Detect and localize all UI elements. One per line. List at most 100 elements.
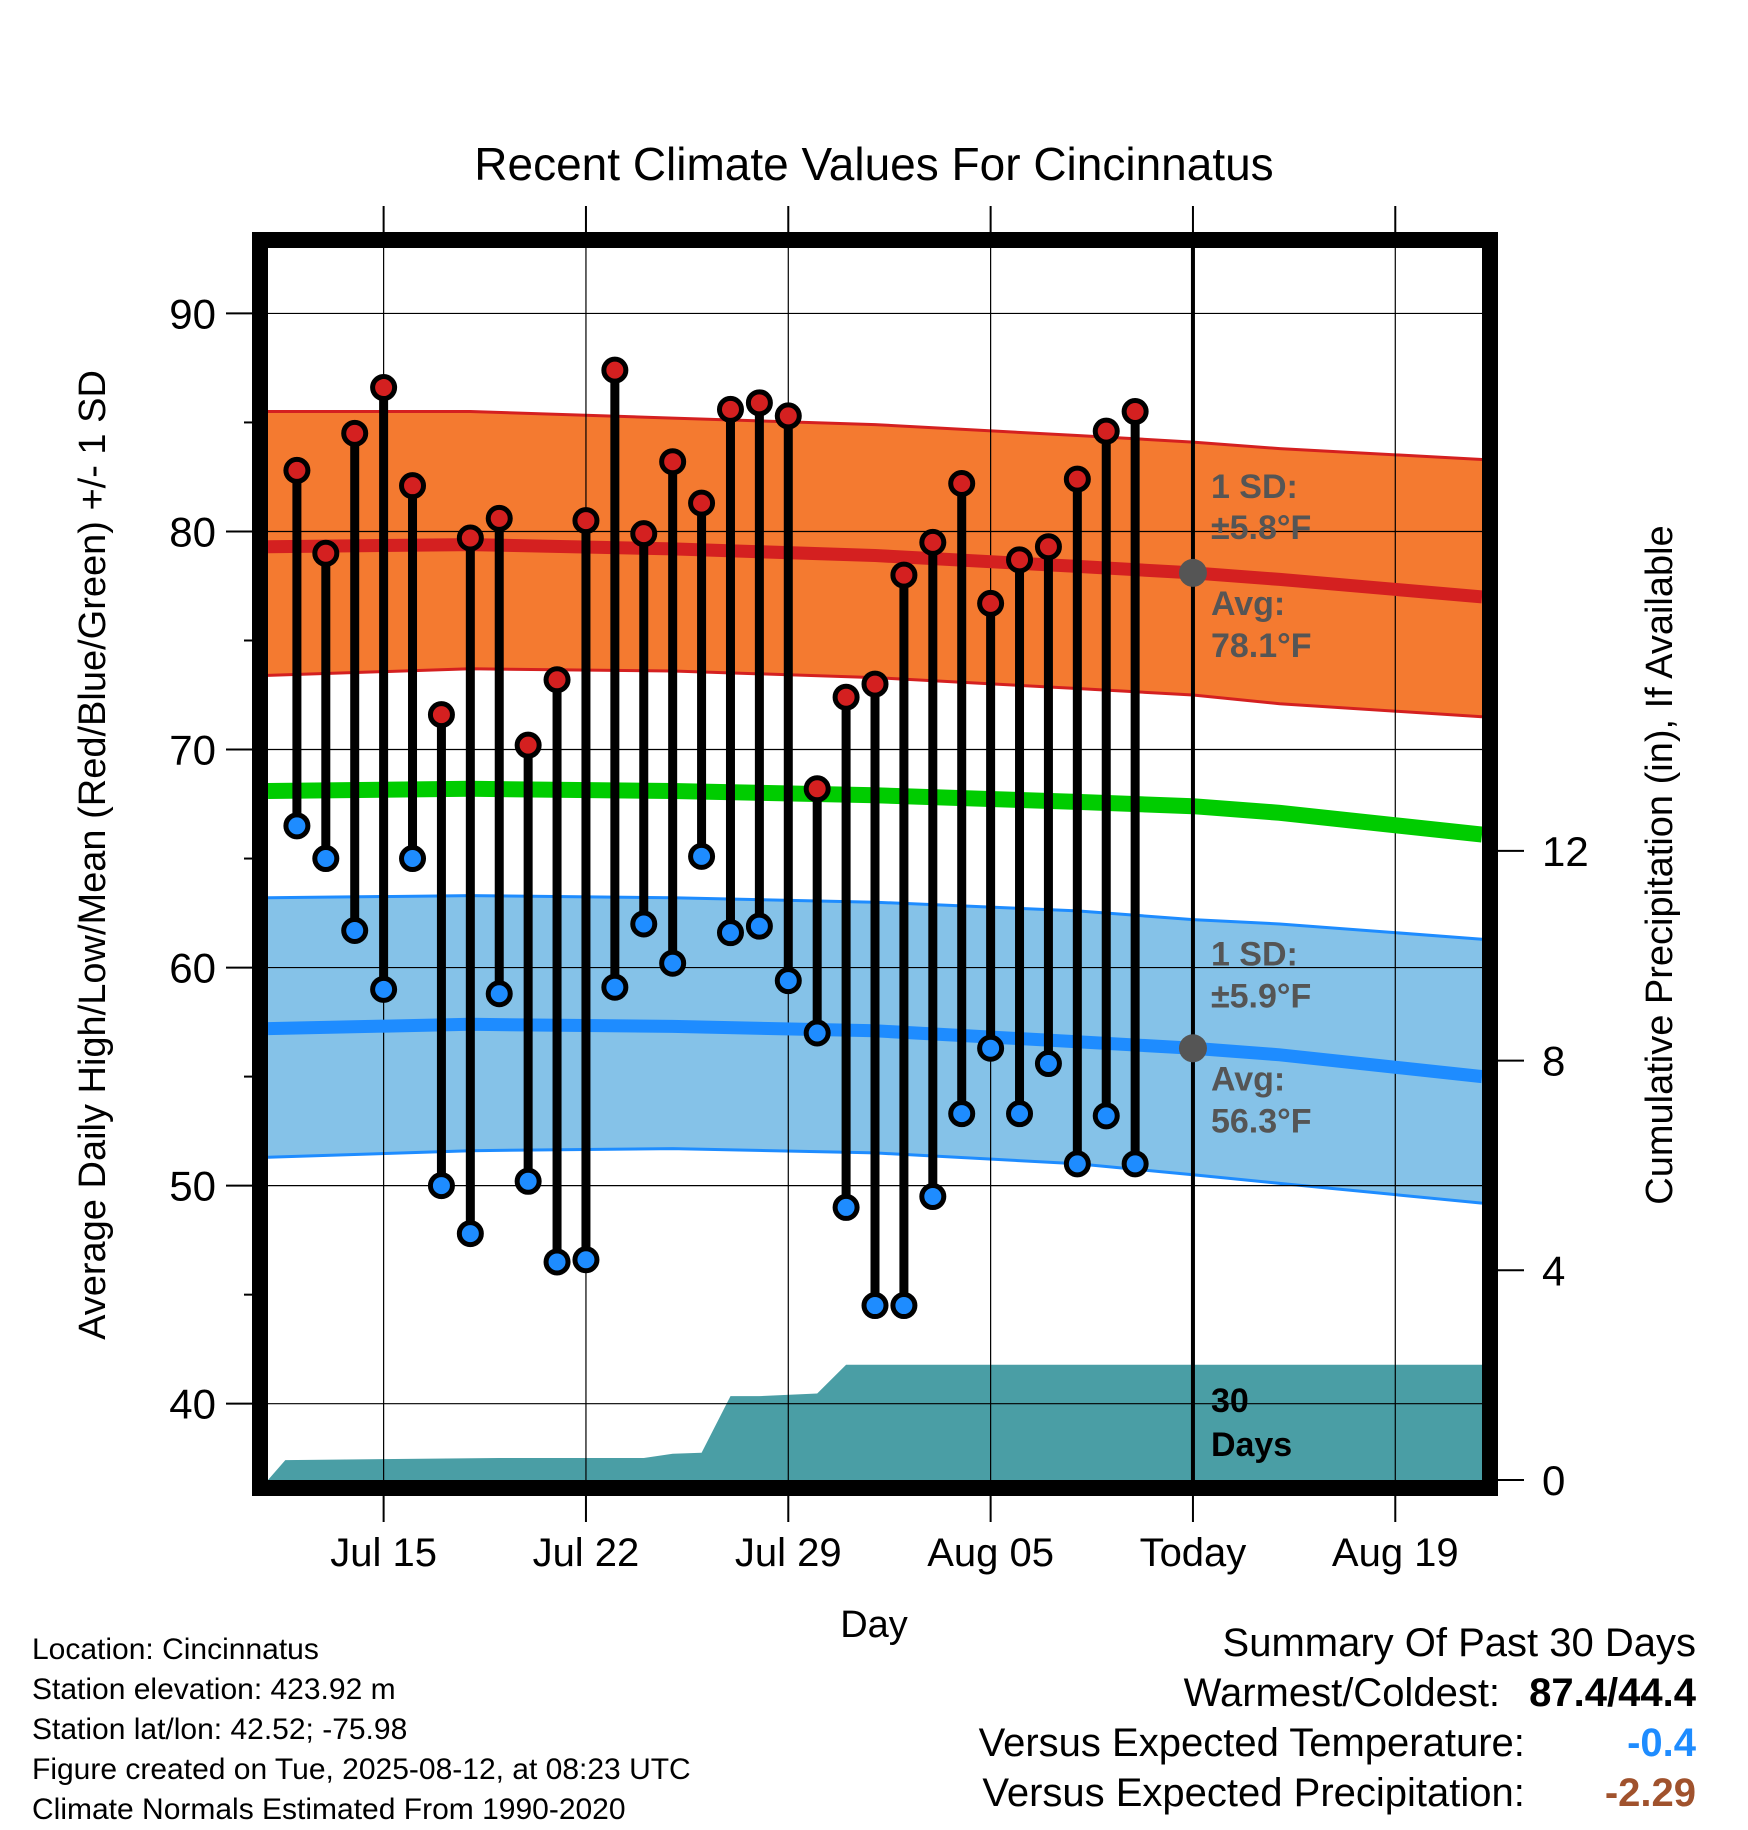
- daily-low-point: [1121, 1150, 1149, 1178]
- summary-temperature: Versus Expected Temperature: -0.4: [979, 1718, 1696, 1768]
- daily-high-point: [456, 524, 484, 552]
- high-sd-band: [268, 411, 1482, 717]
- daily-low-point: [485, 980, 513, 1008]
- daily-low-point: [543, 1248, 571, 1276]
- avg-mean-line: [268, 780, 1482, 843]
- daily-low-point: [427, 1172, 455, 1200]
- chart-title: Recent Climate Values For Cincinnatus: [474, 138, 1273, 190]
- daily-high-point: [283, 456, 311, 484]
- daily-low-point: [919, 1183, 947, 1211]
- x-axis-label: Day: [840, 1604, 908, 1646]
- daily-high-point: [861, 670, 889, 698]
- high-avg-label: Avg:: [1211, 585, 1285, 623]
- y-left-tick-label: 40: [169, 1381, 216, 1428]
- today-avg-low-marker: [1178, 1034, 1207, 1063]
- daily-high-point: [485, 504, 513, 532]
- y-left-tick-label: 80: [169, 508, 216, 555]
- daily-high-point: [688, 489, 716, 517]
- y-right-tick-label: 0: [1542, 1457, 1565, 1504]
- daily-high-point: [601, 356, 629, 384]
- daily-low-point: [630, 910, 658, 938]
- x-tick-label: Today: [1140, 1531, 1247, 1575]
- high-avg-value: 78.1°F: [1211, 627, 1312, 665]
- daily-low-point: [572, 1246, 600, 1274]
- daily-low-point: [774, 967, 802, 995]
- daily-low-point: [399, 845, 427, 873]
- avg-low-line: [268, 1017, 1482, 1084]
- y-left-tick-label: 50: [169, 1163, 216, 1210]
- high-sd-lower-line: [268, 667, 1482, 719]
- daily-high-point: [572, 507, 600, 535]
- daily-high-point: [543, 666, 571, 694]
- daily-low-point: [514, 1167, 542, 1195]
- y-axis-right-label: Cumulative Precipitation (in), If Availa…: [1639, 525, 1681, 1204]
- summary-precipitation: Versus Expected Precipitation: -2.29: [979, 1768, 1696, 1818]
- precipitation-area: [268, 1364, 1482, 1480]
- daily-high-point: [1034, 533, 1062, 561]
- daily-high-point: [716, 395, 744, 423]
- daily-low-point: [716, 919, 744, 947]
- info-normals: Climate Normals Estimated From 1990-2020: [32, 1793, 626, 1826]
- high-sd-value: ±5.8°F: [1211, 509, 1311, 547]
- daily-high-point: [745, 389, 773, 417]
- daily-high-point: [1006, 546, 1034, 574]
- daily-high-point: [948, 469, 976, 497]
- precip-label-days: Days: [1211, 1426, 1292, 1464]
- x-tick-label: Jul 22: [533, 1531, 640, 1575]
- daily-high-point: [1092, 417, 1120, 445]
- daily-high-point: [427, 701, 455, 729]
- high-sd-upper-line: [268, 410, 1482, 461]
- info-location: Location: Cincinnatus: [32, 1633, 319, 1666]
- info-latlon: Station lat/lon: 42.52; -75.98: [32, 1713, 408, 1746]
- station-info: Location: Cincinnatus Station elevation:…: [32, 1630, 691, 1830]
- daily-low-point: [601, 973, 629, 1001]
- summary-panel: Summary Of Past 30 Days Warmest/Coldest:…: [979, 1618, 1696, 1818]
- x-tick-label: Aug 05: [927, 1531, 1054, 1575]
- plot-content: [268, 248, 1482, 1480]
- daily-low-point: [659, 949, 687, 977]
- y-left-tick-label: 60: [169, 945, 216, 992]
- daily-low-point: [1063, 1150, 1091, 1178]
- summary-heading: Summary Of Past 30 Days: [1222, 1621, 1696, 1665]
- daily-high-point: [774, 402, 802, 430]
- expected-temperature-value: -0.4: [1627, 1721, 1696, 1765]
- low-avg-value: 56.3°F: [1211, 1102, 1312, 1140]
- daily-high-point: [1063, 465, 1091, 493]
- summary-warmest-coldest: Warmest/Coldest: 87.4/44.4: [979, 1668, 1696, 1718]
- y-right-tick-label: 12: [1542, 828, 1589, 875]
- daily-low-point: [1006, 1100, 1034, 1128]
- daily-low-point: [1092, 1102, 1120, 1130]
- daily-high-point: [399, 472, 427, 500]
- daily-low-point: [745, 912, 773, 940]
- daily-high-point: [370, 374, 398, 402]
- daily-high-point: [832, 683, 860, 711]
- warmest-coldest-value: 87.4/44.4: [1529, 1671, 1696, 1715]
- daily-low-point: [312, 845, 340, 873]
- daily-high-point: [890, 561, 918, 589]
- daily-low-point: [1034, 1050, 1062, 1078]
- daily-high-point: [514, 731, 542, 759]
- low-sd-upper-line: [268, 894, 1482, 941]
- daily-high-point: [919, 528, 947, 556]
- expected-precipitation-label: Versus Expected Precipitation:: [982, 1771, 1525, 1815]
- x-tick-label: Jul 15: [330, 1531, 437, 1575]
- daily-low-point: [688, 842, 716, 870]
- daily-low-point: [890, 1292, 918, 1320]
- daily-high-point: [1121, 398, 1149, 426]
- expected-precipitation-value: -2.29: [1604, 1771, 1696, 1815]
- daily-high-point: [312, 539, 340, 567]
- expected-temperature-label: Versus Expected Temperature:: [978, 1721, 1525, 1765]
- low-avg-label: Avg:: [1211, 1060, 1285, 1098]
- y-right-tick-label: 4: [1542, 1247, 1565, 1294]
- daily-high-point: [659, 448, 687, 476]
- daily-low-point: [370, 975, 398, 1003]
- y-left-tick-label: 90: [169, 290, 216, 337]
- daily-high-point: [977, 589, 1005, 617]
- precip-label-30: 30: [1211, 1382, 1249, 1420]
- info-created: Figure created on Tue, 2025-08-12, at 08…: [32, 1753, 691, 1786]
- daily-high-point: [630, 520, 658, 548]
- daily-low-point: [861, 1292, 889, 1320]
- daily-high-point: [803, 775, 831, 803]
